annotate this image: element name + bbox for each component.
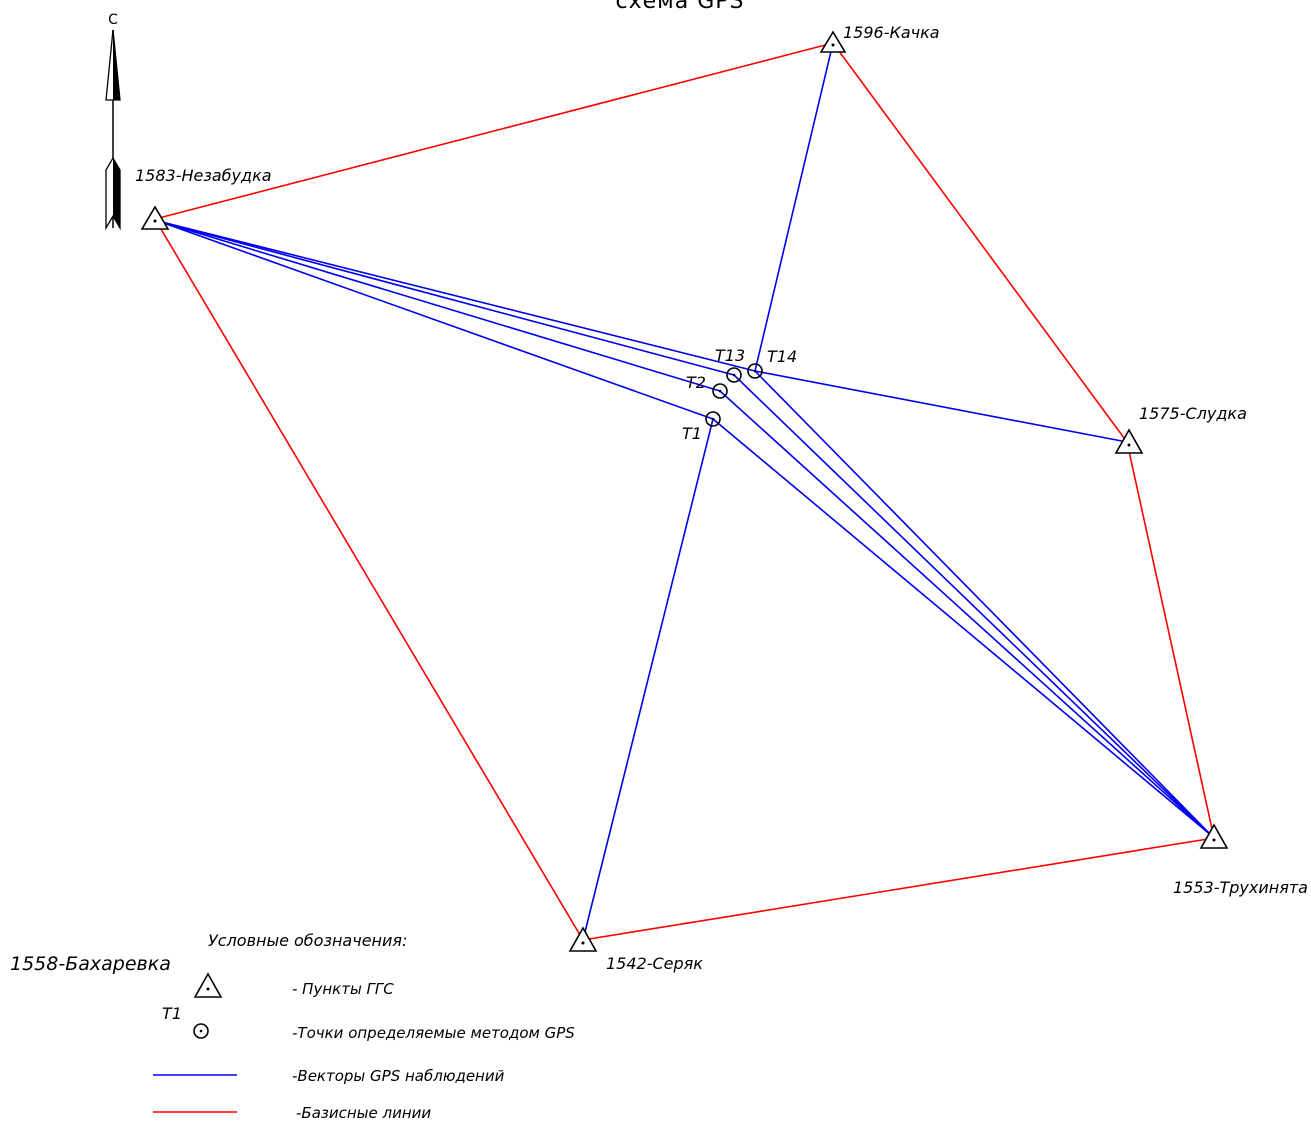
north-arrow: С xyxy=(105,12,121,231)
vector-t14-truhinyata xyxy=(754,370,1213,837)
point-label-t2: T2 xyxy=(686,373,706,392)
vector-nezabudka-t1 xyxy=(157,220,714,420)
triangle-icon xyxy=(819,30,847,53)
gps-point-t1: T1 xyxy=(682,411,721,443)
station-sludka: 1575-Слудка xyxy=(1114,404,1247,454)
gps-point-icon xyxy=(705,411,721,427)
legend-heading: Условные обозначения: xyxy=(208,931,407,950)
vector-t1-seryak xyxy=(582,418,714,941)
gps-point-t2: T2 xyxy=(686,373,728,399)
triangle-icon xyxy=(140,205,170,230)
gps-point-t13: T13 xyxy=(715,346,745,383)
station-label-bakharevka: 1558-Бахаревка xyxy=(10,953,171,975)
vector-nezabudka-t14 xyxy=(157,220,756,372)
vector-t14-sludka xyxy=(754,370,1128,443)
station-kachka: 1596-Качка xyxy=(819,23,940,53)
gps-point-icon xyxy=(712,383,728,399)
station-label-truhinyata: 1553-Трухинята xyxy=(1173,878,1308,897)
point-label-t14: T14 xyxy=(767,347,797,366)
gps-point-t14: T14 xyxy=(747,347,797,379)
station-nezabudka: 1583-Незабудка xyxy=(135,166,272,230)
baselines xyxy=(154,42,1215,941)
station-label-seryak: 1542-Серяк xyxy=(606,954,703,973)
triangle-icon xyxy=(1199,823,1229,849)
legend-ggs-label: - Пункты ГГС xyxy=(292,980,394,998)
gps-point-icon xyxy=(747,363,763,379)
station-label-nezabudka: 1583-Незабудка xyxy=(135,166,272,185)
baseline-truhinyata-seryak xyxy=(582,837,1215,941)
legend-gps-point-icon xyxy=(193,1023,209,1039)
diagram-title: схема GPS xyxy=(615,0,744,14)
station-seryak: 1542-Серяк xyxy=(568,926,703,973)
point-label-t1: T1 xyxy=(682,424,702,443)
station-label-kachka: 1596-Качка xyxy=(843,23,940,42)
station-label-sludka: 1575-Слудка xyxy=(1139,404,1247,423)
legend-triangle-icon xyxy=(193,972,223,998)
vector-nezabudka-t13 xyxy=(157,220,735,376)
vector-t1-truhinyata xyxy=(712,418,1213,837)
north-label: С xyxy=(108,12,118,28)
legend-gps-point-label: -Точки определяемые методом GPS xyxy=(292,1024,575,1042)
point-label-t13: T13 xyxy=(715,346,745,365)
vector-t2-truhinyata xyxy=(719,390,1213,837)
triangle-icon xyxy=(568,926,598,952)
baseline-sludka-truhinyata xyxy=(1126,441,1215,839)
legend-gps-point-tag: T1 xyxy=(162,1004,182,1023)
baseline-nezabudka-kachka xyxy=(154,42,834,220)
vector-t13-truhinyata xyxy=(733,374,1213,837)
vector-kachka-t14 xyxy=(754,42,834,372)
legend-vector-label: -Векторы GPS наблюдений xyxy=(292,1067,505,1085)
triangle-icon xyxy=(1114,428,1144,454)
baseline-kachka-sludka xyxy=(832,42,1128,443)
baseline-seryak-nezabudka xyxy=(154,218,584,941)
station-truhinyata: 1553-Трухинята xyxy=(1173,823,1308,897)
gps-point-icon xyxy=(726,367,742,383)
gps-vectors xyxy=(157,42,1213,941)
legend-baseline-label: -Базисные линии xyxy=(296,1104,431,1122)
vector-nezabudka-t2 xyxy=(157,220,721,392)
legend: Условные обозначения: - Пункты ГГС T1 -Т… xyxy=(153,931,575,1122)
